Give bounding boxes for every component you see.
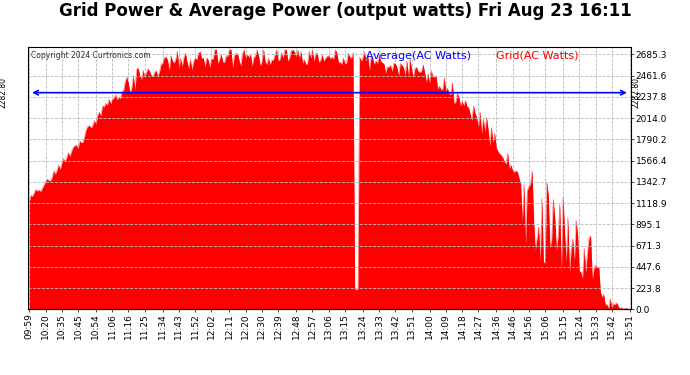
Text: 2282.80: 2282.80 bbox=[0, 77, 8, 108]
Text: Average(AC Watts): Average(AC Watts) bbox=[366, 51, 471, 61]
Text: Grid Power & Average Power (output watts) Fri Aug 23 16:11: Grid Power & Average Power (output watts… bbox=[59, 2, 631, 20]
Text: Grid(AC Watts): Grid(AC Watts) bbox=[495, 51, 578, 61]
Text: 2282.80: 2282.80 bbox=[631, 77, 641, 108]
Text: Copyright 2024 Curtronics.com: Copyright 2024 Curtronics.com bbox=[30, 51, 150, 60]
